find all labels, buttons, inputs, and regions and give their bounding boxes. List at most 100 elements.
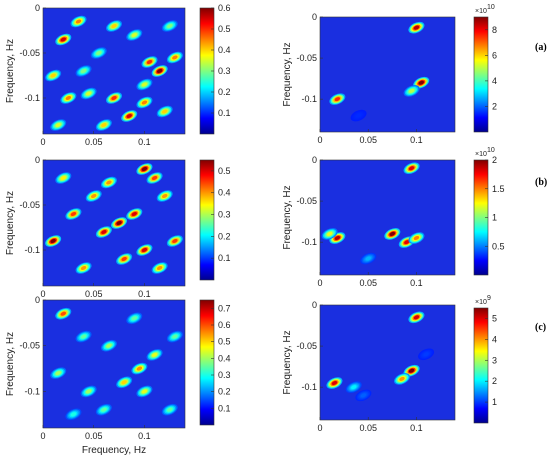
x-tick-label: 0.05 [85, 289, 103, 299]
peak-c-right-0-level-4 [413, 315, 420, 320]
peak-c-left-13-level-4 [136, 366, 143, 371]
colorbar-tick-label: 8 [492, 25, 497, 35]
y-axis-label: Frequency, Hz [5, 39, 16, 103]
peak-c-left-6-level-4 [55, 371, 61, 376]
x-tick-label: 0.05 [85, 431, 103, 441]
peak-a-left-0-level-4 [60, 37, 67, 42]
y-tick-label: -0.05 [19, 48, 40, 58]
peak-b-right-3-level-4 [413, 235, 420, 241]
x-tick-label: 0.05 [85, 137, 103, 147]
chart-panel-b-right: 0 0.05 0.1 0 -0.05 -0.1 Frequency, Hz 2 1.5 1 0.5 ×… [282, 147, 505, 288]
peak-c-left-1-level-4 [80, 334, 87, 339]
peak-a-left-17-level-4 [167, 23, 173, 29]
peak-b-left-14-level-4 [156, 265, 163, 271]
peak-b-left-9-level-4 [172, 238, 178, 244]
colorbar-tick-label: 0.1 [218, 403, 231, 413]
colorbar-multiplier: ×10 [475, 151, 487, 158]
x-tick-label: 0.1 [410, 423, 423, 433]
peak-a-left-2-level-4 [111, 23, 117, 29]
colorbar-tick-label: 0.7 [218, 303, 231, 313]
x-tick-label: 0 [317, 135, 322, 145]
x-tick-label: 0.1 [410, 278, 423, 288]
peak-b-left-5-level-4 [131, 211, 138, 217]
peak-a-right-0-level-4 [413, 25, 420, 30]
colorbar-tick-label: 0.6 [218, 3, 231, 13]
colorbar-tick-label: 0.5 [218, 24, 231, 34]
colorbar-tick-label: 0.6 [218, 320, 231, 330]
axes-frame [42, 299, 186, 429]
y-tick-label: -0.1 [301, 237, 317, 247]
peak-b-left-12-level-4 [141, 247, 148, 253]
y-tick-label: 0 [312, 300, 317, 310]
colorbar-tick-label: 6 [492, 50, 497, 60]
y-tick-label: -0.1 [24, 386, 40, 396]
colorbar-tick-label: 3 [492, 355, 497, 365]
y-tick-label: -0.05 [19, 341, 40, 351]
y-tick-label: -0.1 [301, 94, 317, 104]
peak-b-right-5-level-4 [326, 231, 333, 236]
plot-background [320, 305, 455, 420]
x-tick-label: 0 [40, 137, 45, 147]
colorbar-tick-label: 0.1 [218, 108, 231, 118]
colorbar-multiplier: ×10 [475, 8, 487, 15]
x-tick-label: 0.1 [138, 431, 151, 441]
colorbar-tick-label: 0.5 [218, 337, 231, 347]
peak-b-left-15-level-4 [106, 180, 112, 185]
colorbar-exponent: 10 [487, 4, 495, 11]
chart-panel-a-left: 0 0.05 0.1 0 -0.05 -0.1 Frequency, Hz 0.6 0.5 0.4… [5, 3, 231, 147]
chart-panel-c-right: 0 0.05 0.1 0 -0.05 -0.1 Frequency, Hz 5 4 3 2 1 ×109 [282, 295, 497, 433]
peak-b-left-13-level-4 [60, 175, 67, 181]
peak-c-left-5-level-4 [172, 334, 178, 339]
peak-a-right-2-level-4 [408, 88, 415, 93]
plot-background [320, 17, 455, 132]
peak-b-left-1-level-4 [70, 211, 77, 217]
y-tick-label: 0 [312, 12, 317, 22]
peak-b-left-11-level-4 [121, 256, 127, 262]
row-label-c: (c) [535, 322, 546, 333]
colorbar-tick-label: 0.4 [218, 188, 231, 198]
x-tick-label: 0.1 [138, 289, 151, 299]
plot-background [320, 160, 455, 275]
y-tick-label: -0.1 [24, 245, 40, 255]
colorbar-tick-label: 0.4 [218, 45, 231, 55]
peak-c-left-0-level-4 [60, 311, 67, 316]
peak-a-left-3-level-4 [131, 32, 138, 38]
colorbar-tick-label: 0.1 [218, 253, 231, 263]
y-tick-label: 0 [312, 155, 317, 165]
x-tick-label: 0.1 [138, 137, 151, 147]
peak-b-left-0-level-4 [50, 238, 56, 244]
colorbar [473, 307, 489, 424]
peak-a-left-18-level-4 [80, 68, 87, 74]
peak-c-left-11-level-4 [70, 412, 77, 417]
peak-c-right-1-level-4 [408, 368, 415, 373]
peak-a-left-6-level-4 [172, 55, 178, 60]
row-label-a: (a) [535, 42, 547, 53]
colorbar-tick-label: 0.2 [218, 87, 231, 97]
peak-c-right-2-level-4 [399, 376, 405, 381]
peak-a-left-9-level-4 [85, 91, 92, 96]
x-tick-label: 0.05 [359, 278, 377, 288]
peak-a-left-16-level-4 [101, 122, 107, 128]
peak-c-left-8-level-4 [121, 380, 127, 385]
x-tick-label: 0 [40, 431, 45, 441]
y-tick-label: 0 [35, 155, 40, 165]
peak-b-right-1-level-4 [389, 231, 396, 236]
colorbar-tick-label: 0.4 [218, 353, 231, 363]
peak-a-right-4-level-4 [355, 113, 362, 118]
peak-c-left-3-level-4 [131, 316, 138, 321]
colorbar-exponent: 9 [487, 295, 491, 302]
peak-a-left-8-level-4 [65, 95, 72, 101]
peak-c-left-7-level-4 [85, 389, 92, 394]
chart-panel-b-left: 0 0.05 0.1 0 -0.05 -0.1 Frequency, Hz 0.5 0.4 0.3… [5, 155, 231, 299]
peak-a-left-5-level-4 [156, 68, 163, 74]
y-tick-label: -0.1 [24, 93, 40, 103]
y-axis-label: Frequency, Hz [282, 185, 293, 249]
peak-c-left-12-level-4 [101, 407, 107, 412]
y-axis-label: Frequency, Hz [5, 332, 16, 396]
y-axis-label: Frequency, Hz [282, 42, 293, 106]
peak-c-right-6-level-4 [423, 352, 429, 357]
peak-c-right-3-level-4 [331, 380, 338, 386]
peak-b-left-10-level-4 [80, 265, 87, 271]
